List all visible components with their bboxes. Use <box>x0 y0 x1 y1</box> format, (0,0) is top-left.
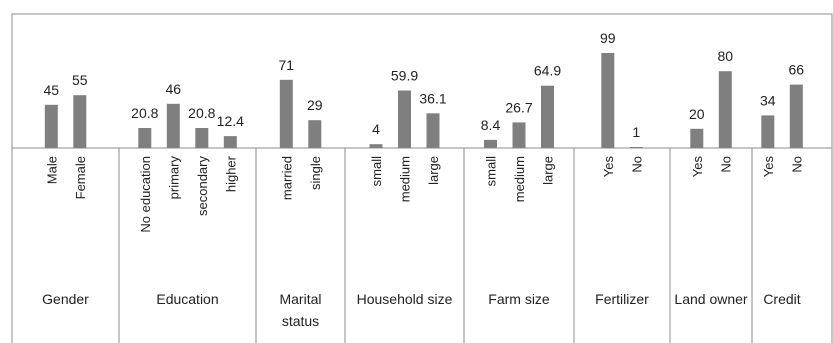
data-label: 71 <box>279 57 295 73</box>
category-label: medium <box>398 156 413 202</box>
data-label: 36.1 <box>419 90 446 106</box>
category-label: No <box>718 156 733 173</box>
data-label: 20.8 <box>188 105 215 121</box>
data-label: 55 <box>72 72 88 88</box>
group-label: Gender <box>42 291 89 307</box>
bar <box>223 136 237 148</box>
category-label: small <box>484 156 499 186</box>
category-label: No <box>629 156 644 173</box>
bar <box>484 139 497 148</box>
data-label: 64.9 <box>534 63 561 79</box>
data-label: 4 <box>372 121 380 137</box>
data-label: 12.4 <box>217 113 244 129</box>
data-label: 80 <box>718 48 734 64</box>
data-label: 46 <box>166 81 182 97</box>
data-label: 20.8 <box>131 105 158 121</box>
bar <box>166 103 180 148</box>
category-label: single <box>308 156 323 190</box>
category-label: Yes <box>601 156 616 178</box>
group-label: Education <box>156 291 218 307</box>
group-label: Household size <box>357 291 453 307</box>
category-label: Yes <box>761 156 776 178</box>
data-label: 29 <box>307 97 323 113</box>
chart-frame <box>11 13 833 343</box>
bar <box>512 122 526 148</box>
data-label: 20 <box>689 106 705 122</box>
category-label: primary <box>166 156 181 200</box>
data-label: 8.4 <box>481 117 501 133</box>
bar <box>195 128 209 148</box>
category-label: Male <box>44 156 59 184</box>
bar <box>690 128 704 148</box>
category-label: No <box>789 156 804 173</box>
bar <box>279 79 293 148</box>
data-label: 45 <box>44 82 60 98</box>
bar <box>718 71 732 148</box>
category-label: higher <box>223 155 238 192</box>
group-label: Land owner <box>674 291 748 307</box>
bar <box>138 128 152 148</box>
data-label: 26.7 <box>505 99 532 115</box>
data-label: 1 <box>632 124 640 140</box>
category-label: No education <box>138 156 153 233</box>
category-label: Yes <box>690 156 705 178</box>
bar <box>789 84 803 148</box>
category-label: medium <box>512 156 527 202</box>
data-label: 59.9 <box>391 68 418 84</box>
bar <box>601 53 615 148</box>
category-label: small <box>369 156 384 186</box>
category-label: married <box>279 156 294 200</box>
data-label: 66 <box>789 62 805 78</box>
category-label: large <box>541 156 556 185</box>
bar <box>629 147 643 148</box>
bar <box>308 120 322 148</box>
data-label: 34 <box>760 92 776 108</box>
bar <box>426 113 440 148</box>
group-label: Fertilizer <box>595 291 649 307</box>
bar <box>541 85 554 148</box>
group-label: status <box>282 313 319 329</box>
bar <box>73 95 87 148</box>
bar <box>398 90 411 148</box>
bar <box>369 144 383 148</box>
plot-area: 45 Male 55 Female Gender 20.8 No education 46 pr… <box>12 30 832 343</box>
group-label: Farm size <box>488 291 550 307</box>
category-label: secondary <box>195 156 210 216</box>
group-label: Marital <box>279 291 321 307</box>
data-label: 99 <box>600 30 616 46</box>
bar <box>44 104 58 148</box>
category-label: Female <box>73 156 88 199</box>
group-label: Credit <box>763 291 800 307</box>
bar <box>761 115 775 148</box>
category-label: large <box>426 156 441 185</box>
